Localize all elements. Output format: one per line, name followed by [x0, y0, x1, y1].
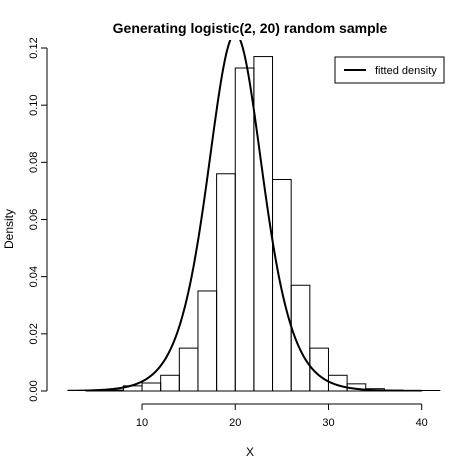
x-tick-label: 10	[136, 417, 148, 429]
y-tick-label: 0.12	[28, 37, 40, 58]
histogram-bar	[178, 347, 199, 392]
histogram-bar	[290, 284, 311, 392]
histogram-bar	[234, 67, 255, 392]
y-axis-label: Density	[2, 209, 16, 249]
y-tick-label: 0.06	[28, 209, 40, 230]
legend: fitted density	[334, 56, 445, 84]
y-tick-label: 0.02	[28, 323, 40, 344]
histogram-bar	[309, 347, 329, 392]
chart-title: Generating logistic(2, 20) random sample	[113, 20, 388, 36]
y-tick-label: 0.00	[28, 380, 40, 401]
histogram-bar	[216, 173, 236, 392]
y-tick-label: 0.10	[28, 94, 40, 115]
x-tick-label: 40	[416, 417, 428, 429]
x-tick-label: 30	[322, 417, 334, 429]
histogram-bar	[160, 374, 180, 392]
histogram-bar	[197, 290, 218, 392]
histogram-bar	[272, 178, 292, 392]
y-tick-label: 0.08	[28, 152, 40, 173]
y-axis: 0.00 0.02 0.04 0.06 0.08 0.10 0.12	[28, 37, 48, 402]
x-axis: 10 20 30 40	[136, 403, 428, 429]
legend-label-fitted-density: fitted density	[375, 65, 437, 77]
histogram-bar	[327, 374, 348, 392]
density-curve-layer	[67, 40, 441, 391]
y-tick-label: 0.04	[28, 266, 40, 287]
histogram-bar	[141, 382, 162, 392]
density-curve	[67, 40, 441, 391]
x-axis-label: X	[246, 445, 254, 459]
x-tick-label: 20	[229, 417, 241, 429]
